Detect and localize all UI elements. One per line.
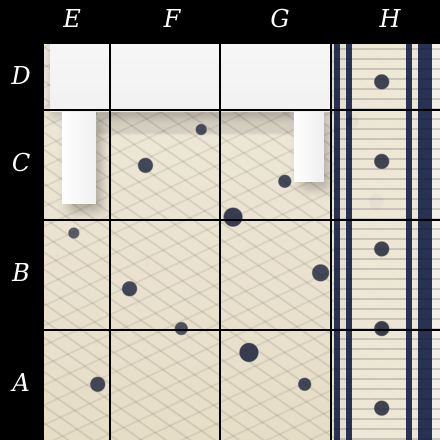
white-table-top <box>50 42 332 112</box>
grid-line-horizontal <box>42 109 440 111</box>
column-label-g: G <box>270 5 290 33</box>
row-label-c: C <box>11 149 31 177</box>
white-table-leg-right <box>294 112 324 182</box>
row-label-b: B <box>12 259 30 287</box>
row-label-d: D <box>11 62 31 90</box>
carpet-border-band <box>334 42 440 440</box>
row-label-a: A <box>12 369 30 397</box>
grid-line-vertical <box>219 42 221 440</box>
grid-line-horizontal <box>42 42 440 44</box>
table-shadow <box>96 112 294 134</box>
column-label-h: H <box>379 5 401 33</box>
carpet-photo <box>42 42 440 440</box>
column-label-e: E <box>63 5 81 33</box>
grid-line-horizontal <box>42 329 440 331</box>
grid-line-vertical <box>330 42 332 440</box>
column-label-f: F <box>163 5 181 33</box>
grid-line-vertical <box>109 42 111 440</box>
grid-line-vertical <box>42 42 44 440</box>
grid-line-horizontal <box>42 219 440 221</box>
white-table-leg-left <box>62 112 96 204</box>
